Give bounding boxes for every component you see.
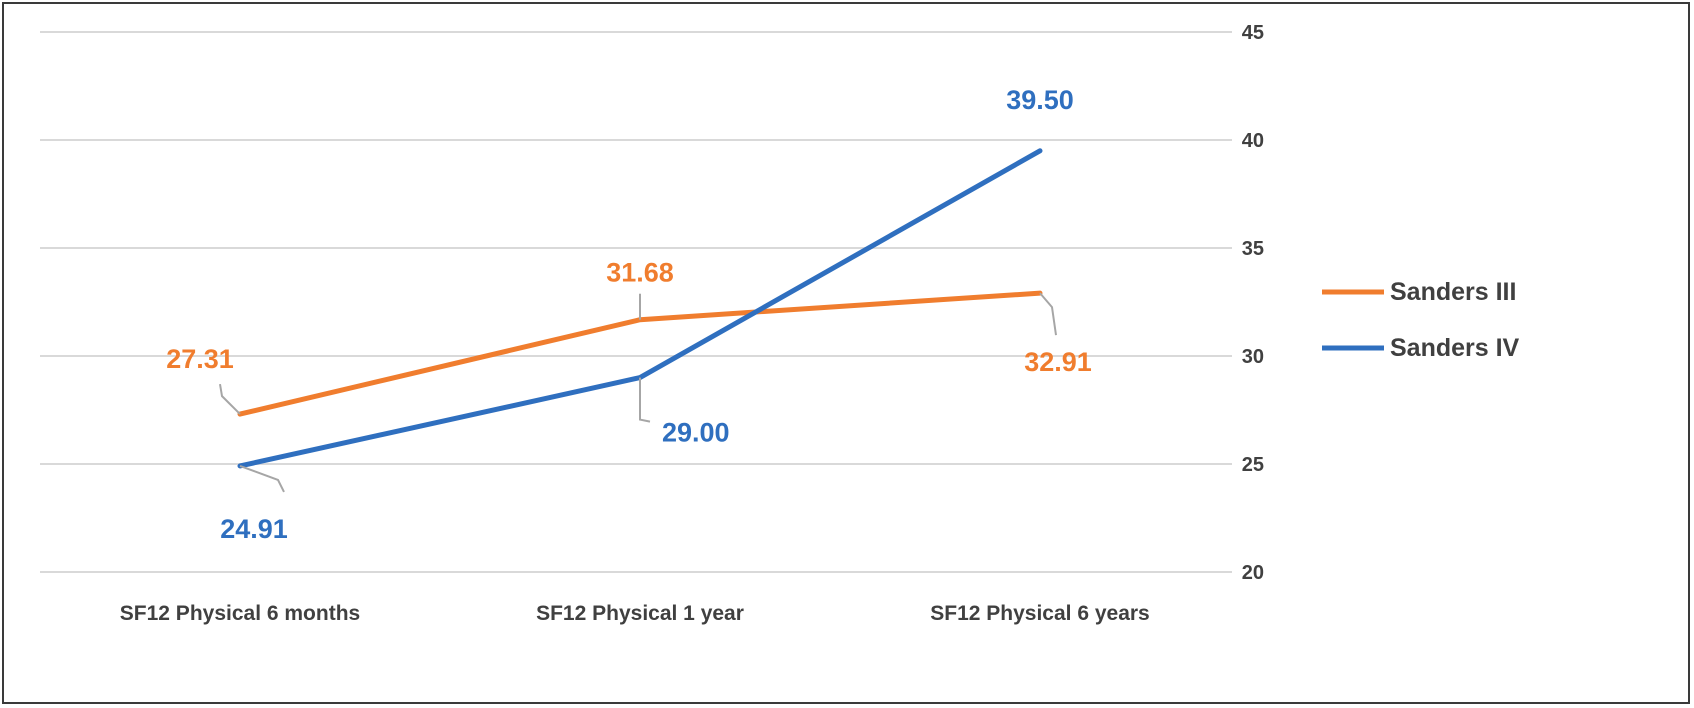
y-tick-label: 35 bbox=[1242, 238, 1264, 260]
y-tick-label: 45 bbox=[1242, 22, 1264, 44]
y-axis-ticks: 20 25 30 35 40 45 bbox=[1242, 22, 1264, 584]
y-tick-label: 20 bbox=[1242, 562, 1264, 584]
y-tick-label: 25 bbox=[1242, 454, 1264, 476]
data-label: 24.91 bbox=[220, 514, 288, 544]
y-tick-label: 30 bbox=[1242, 346, 1264, 368]
legend: Sanders III Sanders IV bbox=[1322, 278, 1520, 362]
data-label: 29.00 bbox=[662, 418, 730, 448]
legend-label: Sanders III bbox=[1390, 278, 1516, 306]
y-tick-label: 40 bbox=[1242, 130, 1264, 152]
x-category-label: SF12 Physical 6 months bbox=[120, 602, 360, 625]
label-leader-lines bbox=[219, 292, 1057, 493]
data-labels: 27.31 31.68 32.91 24.91 29.00 39.50 bbox=[166, 85, 1092, 544]
data-label: 39.50 bbox=[1006, 85, 1074, 115]
data-label: 31.68 bbox=[606, 258, 674, 288]
x-axis-categories: SF12 Physical 6 months SF12 Physical 1 ye… bbox=[120, 602, 1150, 625]
x-category-label: SF12 Physical 1 year bbox=[536, 602, 744, 625]
data-label: 27.31 bbox=[166, 344, 234, 374]
leader-line bbox=[1039, 292, 1057, 336]
data-label: 32.91 bbox=[1024, 347, 1092, 377]
leader-line bbox=[639, 377, 651, 423]
leader-line bbox=[239, 465, 285, 493]
leader-line bbox=[219, 383, 241, 415]
x-category-label: SF12 Physical 6 years bbox=[930, 602, 1150, 625]
legend-label: Sanders IV bbox=[1390, 334, 1520, 362]
